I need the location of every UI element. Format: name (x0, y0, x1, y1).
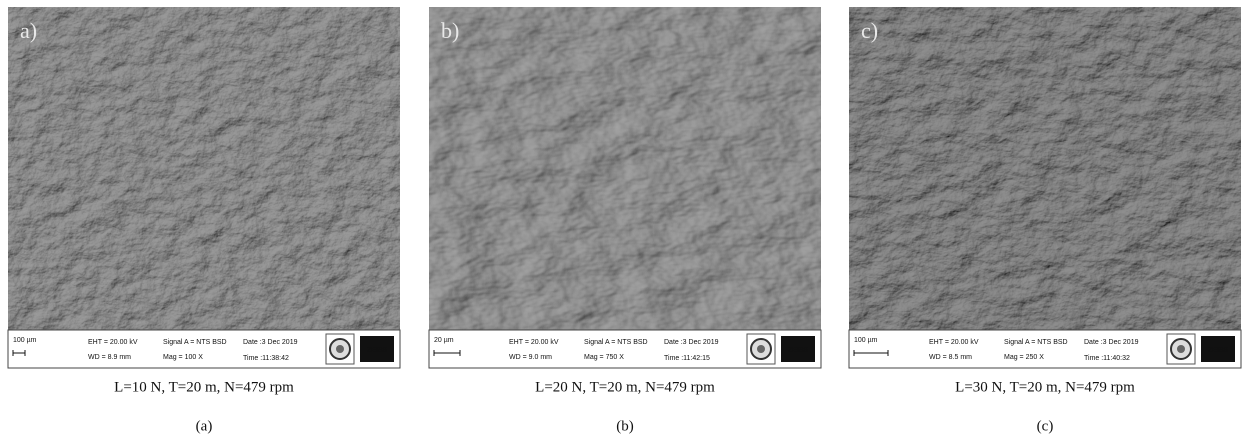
subfigure-label: (c) (1037, 418, 1054, 434)
mag: Mag = 750 X (584, 354, 624, 361)
sem-image (8, 7, 400, 330)
eht: EHT = 20.00 kV (929, 339, 979, 346)
scale-label: 100 µm (13, 337, 37, 344)
sem-image (429, 7, 821, 330)
panel: c) 100 µm EHT = 20.00 kV WD = 8.5 mm Signal … (849, 7, 1241, 368)
info-bar: 20 µm EHT = 20.00 kV WD = 9.0 mm Signal A =… (429, 330, 821, 368)
figure: a) 100 µm EHT = 20.00 kV WD = 8.9 mm Signal … (0, 0, 1242, 442)
eht: EHT = 20.00 kV (88, 339, 138, 346)
caption: L=30 N, T=20 m, N=479 rpm (955, 379, 1135, 395)
emblem-core (336, 345, 344, 353)
info-bar: 100 µm EHT = 20.00 kV WD = 8.9 mm Signal A … (8, 330, 400, 368)
emblem-core (1177, 345, 1185, 353)
emblem-core (757, 345, 765, 353)
panel-letter: a) (20, 18, 37, 43)
figure-svg: a) 100 µm EHT = 20.00 kV WD = 8.9 mm Signal … (0, 0, 1242, 442)
signal: Signal A = NTS BSD (584, 339, 648, 346)
signal: Signal A = NTS BSD (1004, 339, 1068, 346)
panel-letter: b) (441, 18, 459, 43)
time: Time :11:40:32 (1084, 355, 1130, 362)
date: Date :3 Dec 2019 (664, 339, 719, 346)
mag: Mag = 100 X (163, 354, 203, 361)
subfigure-label: (a) (196, 418, 213, 434)
caption: L=10 N, T=20 m, N=479 rpm (114, 379, 294, 395)
mag: Mag = 250 X (1004, 354, 1044, 361)
signal: Signal A = NTS BSD (163, 339, 227, 346)
scale-label: 20 µm (434, 337, 454, 344)
logo: ZEISS (367, 347, 388, 354)
subfigure-label: (b) (616, 418, 634, 434)
info-bar: 100 µm EHT = 20.00 kV WD = 8.5 mm Signal A … (849, 330, 1241, 368)
scale-label: 100 µm (854, 337, 878, 344)
panel: b) 20 µm EHT = 20.00 kV WD = 9.0 mm Signal A… (429, 7, 821, 368)
panel-letter: c) (861, 18, 878, 43)
time: Time :11:42:15 (664, 355, 710, 362)
wd: WD = 9.0 mm (509, 354, 552, 361)
date: Date :3 Dec 2019 (243, 339, 298, 346)
caption: L=20 N, T=20 m, N=479 rpm (535, 379, 715, 395)
wd: WD = 8.9 mm (88, 354, 131, 361)
wd: WD = 8.5 mm (929, 354, 972, 361)
eht: EHT = 20.00 kV (509, 339, 559, 346)
panel: a) 100 µm EHT = 20.00 kV WD = 8.9 mm Signal … (8, 7, 400, 368)
logo: ZEISS (1208, 347, 1229, 354)
time: Time :11:38:42 (243, 355, 289, 362)
sem-image (849, 7, 1241, 330)
date: Date :3 Dec 2019 (1084, 339, 1139, 346)
logo: ZEISS (788, 347, 809, 354)
